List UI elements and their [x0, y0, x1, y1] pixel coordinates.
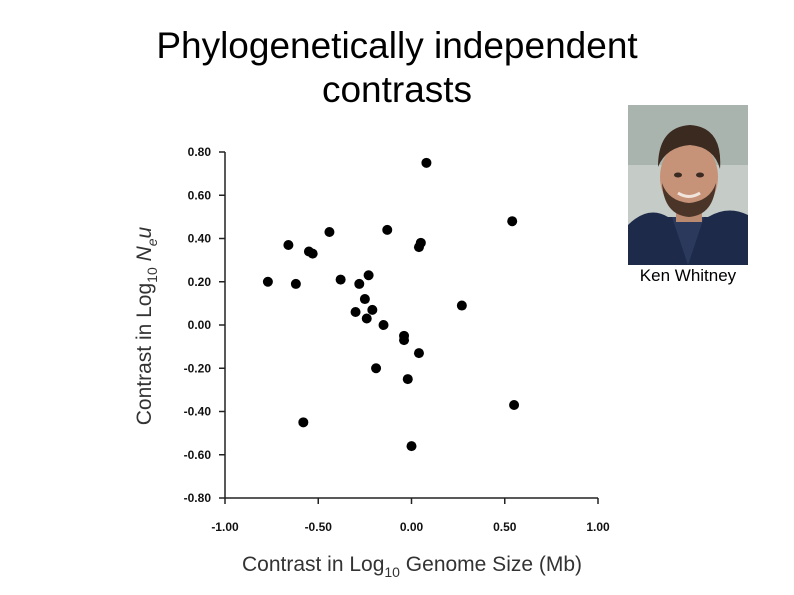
- data-point: [421, 157, 432, 168]
- x-axis-title: Contrast in Log10 Genome Size (Mb): [242, 553, 582, 580]
- data-point: [378, 320, 389, 330]
- title-line-2: contrasts: [321, 69, 473, 110]
- data-point: [371, 363, 382, 374]
- y-tick-label: 0.00: [188, 318, 212, 332]
- slide-title: Phylogenetically independent contrasts: [60, 24, 734, 112]
- y-axis-title-prefix: Contrast in Log: [133, 283, 156, 425]
- data-point: [399, 335, 410, 346]
- x-tick-group: -1.00 -0.50 0.00 0.50 1.00: [211, 498, 610, 534]
- portrait-image: [628, 105, 748, 265]
- x-tick-label: 1.00: [586, 520, 610, 534]
- data-point: [509, 400, 520, 411]
- y-tick-label: 0.80: [188, 145, 212, 159]
- y-tick-label: 0.60: [188, 188, 212, 202]
- y-tick-label: -0.40: [184, 405, 212, 419]
- x-tick-label: 0.50: [493, 520, 517, 534]
- data-point: [406, 441, 417, 452]
- data-point: [363, 270, 374, 281]
- data-points: [262, 157, 520, 452]
- data-point: [361, 313, 372, 324]
- data-point: [507, 216, 518, 227]
- data-point: [402, 374, 413, 385]
- y-axis-title-u: u: [133, 226, 156, 238]
- y-axis-title-N: N: [133, 245, 156, 261]
- x-axis-title-prefix: Contrast in Log: [242, 553, 384, 576]
- data-point: [413, 242, 424, 253]
- data-point: [335, 274, 346, 285]
- data-point: [290, 278, 301, 289]
- data-point: [307, 248, 318, 259]
- data-point: [359, 294, 370, 305]
- portrait-photo: [628, 105, 748, 265]
- x-tick-label: -1.00: [211, 520, 239, 534]
- x-tick-label: -0.50: [305, 520, 333, 534]
- y-axis-title-subscript-e: e: [144, 238, 160, 246]
- x-axis-title-subscript: 10: [384, 564, 400, 580]
- data-point: [354, 278, 365, 289]
- y-tick-group: 0.80 0.60 0.40 0.20 0.00 -0.20 -0.40 -0.60 -0.80: [184, 145, 225, 505]
- y-axis-title-subscript: 10: [144, 267, 160, 283]
- title-line-1: Phylogenetically independent: [156, 25, 638, 66]
- data-point: [456, 300, 467, 311]
- data-point: [298, 417, 309, 428]
- y-tick-label: -0.20: [184, 361, 212, 375]
- data-point: [350, 307, 361, 318]
- x-tick-label: 0.00: [400, 520, 424, 534]
- y-axis-title: Contrast in Log10 Neu: [133, 226, 160, 425]
- data-point: [413, 348, 424, 359]
- data-point: [382, 224, 393, 235]
- y-tick-label: -0.80: [184, 491, 212, 505]
- data-point: [367, 304, 378, 315]
- data-point: [262, 276, 273, 287]
- y-tick-label: -0.60: [184, 448, 212, 462]
- x-axis-title-suffix: Genome Size (Mb): [400, 553, 582, 576]
- data-point: [324, 227, 335, 238]
- photo-caption: Ken Whitney: [639, 266, 737, 285]
- data-point: [283, 239, 294, 250]
- y-tick-label: 0.40: [188, 232, 212, 246]
- y-tick-label: 0.20: [188, 275, 212, 289]
